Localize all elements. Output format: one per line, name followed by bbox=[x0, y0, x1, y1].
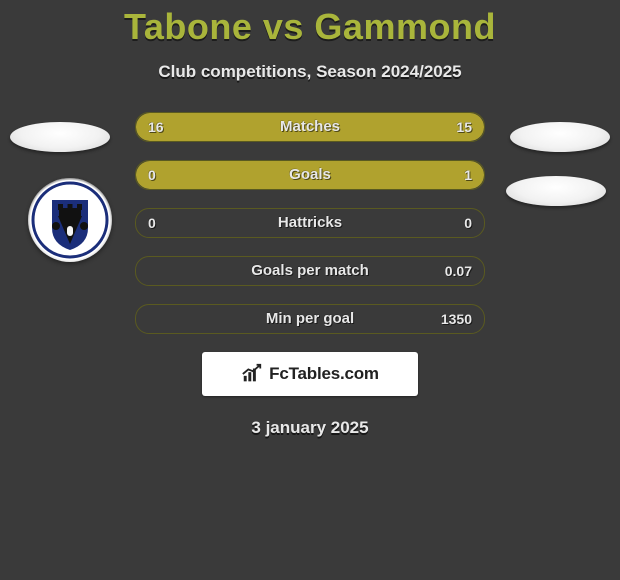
branding-text: FcTables.com bbox=[269, 364, 379, 384]
stat-value-right: 1 bbox=[464, 161, 472, 189]
stat-label: Goals bbox=[289, 161, 331, 189]
stat-value-left: 0 bbox=[148, 209, 156, 237]
stat-label: Goals per match bbox=[251, 257, 369, 285]
player-left-placeholder bbox=[10, 122, 110, 152]
player-right-placeholder bbox=[510, 122, 610, 152]
stat-row: 0 0 Hattricks bbox=[135, 208, 485, 238]
club-right-placeholder bbox=[506, 176, 606, 206]
stat-value-right: 15 bbox=[456, 113, 472, 141]
stat-row: 0.07 Goals per match bbox=[135, 256, 485, 286]
stat-value-right: 0 bbox=[464, 209, 472, 237]
chart-icon bbox=[241, 363, 263, 385]
stat-label: Min per goal bbox=[266, 305, 354, 333]
stat-value-left: 16 bbox=[148, 113, 164, 141]
footer-date: 3 january 2025 bbox=[0, 418, 620, 438]
club-left-crest bbox=[28, 178, 112, 262]
page-subtitle: Club competitions, Season 2024/2025 bbox=[0, 62, 620, 82]
club-crest-icon bbox=[28, 178, 112, 262]
stat-fill-left bbox=[136, 161, 199, 189]
stats-container: 16 15 Matches 0 1 Goals 0 0 Hattricks 0.07 Goals p… bbox=[135, 112, 485, 334]
stat-value-left: 0 bbox=[148, 161, 156, 189]
stat-label: Matches bbox=[280, 113, 340, 141]
stat-row: 0 1 Goals bbox=[135, 160, 485, 190]
page-title: Tabone vs Gammond bbox=[0, 0, 620, 48]
stat-label: Hattricks bbox=[278, 209, 342, 237]
stat-fill-right bbox=[199, 161, 484, 189]
stat-row: 16 15 Matches bbox=[135, 112, 485, 142]
stat-value-right: 1350 bbox=[441, 305, 472, 333]
branding-box: FcTables.com bbox=[202, 352, 418, 396]
stat-value-right: 0.07 bbox=[445, 257, 472, 285]
stat-row: 1350 Min per goal bbox=[135, 304, 485, 334]
